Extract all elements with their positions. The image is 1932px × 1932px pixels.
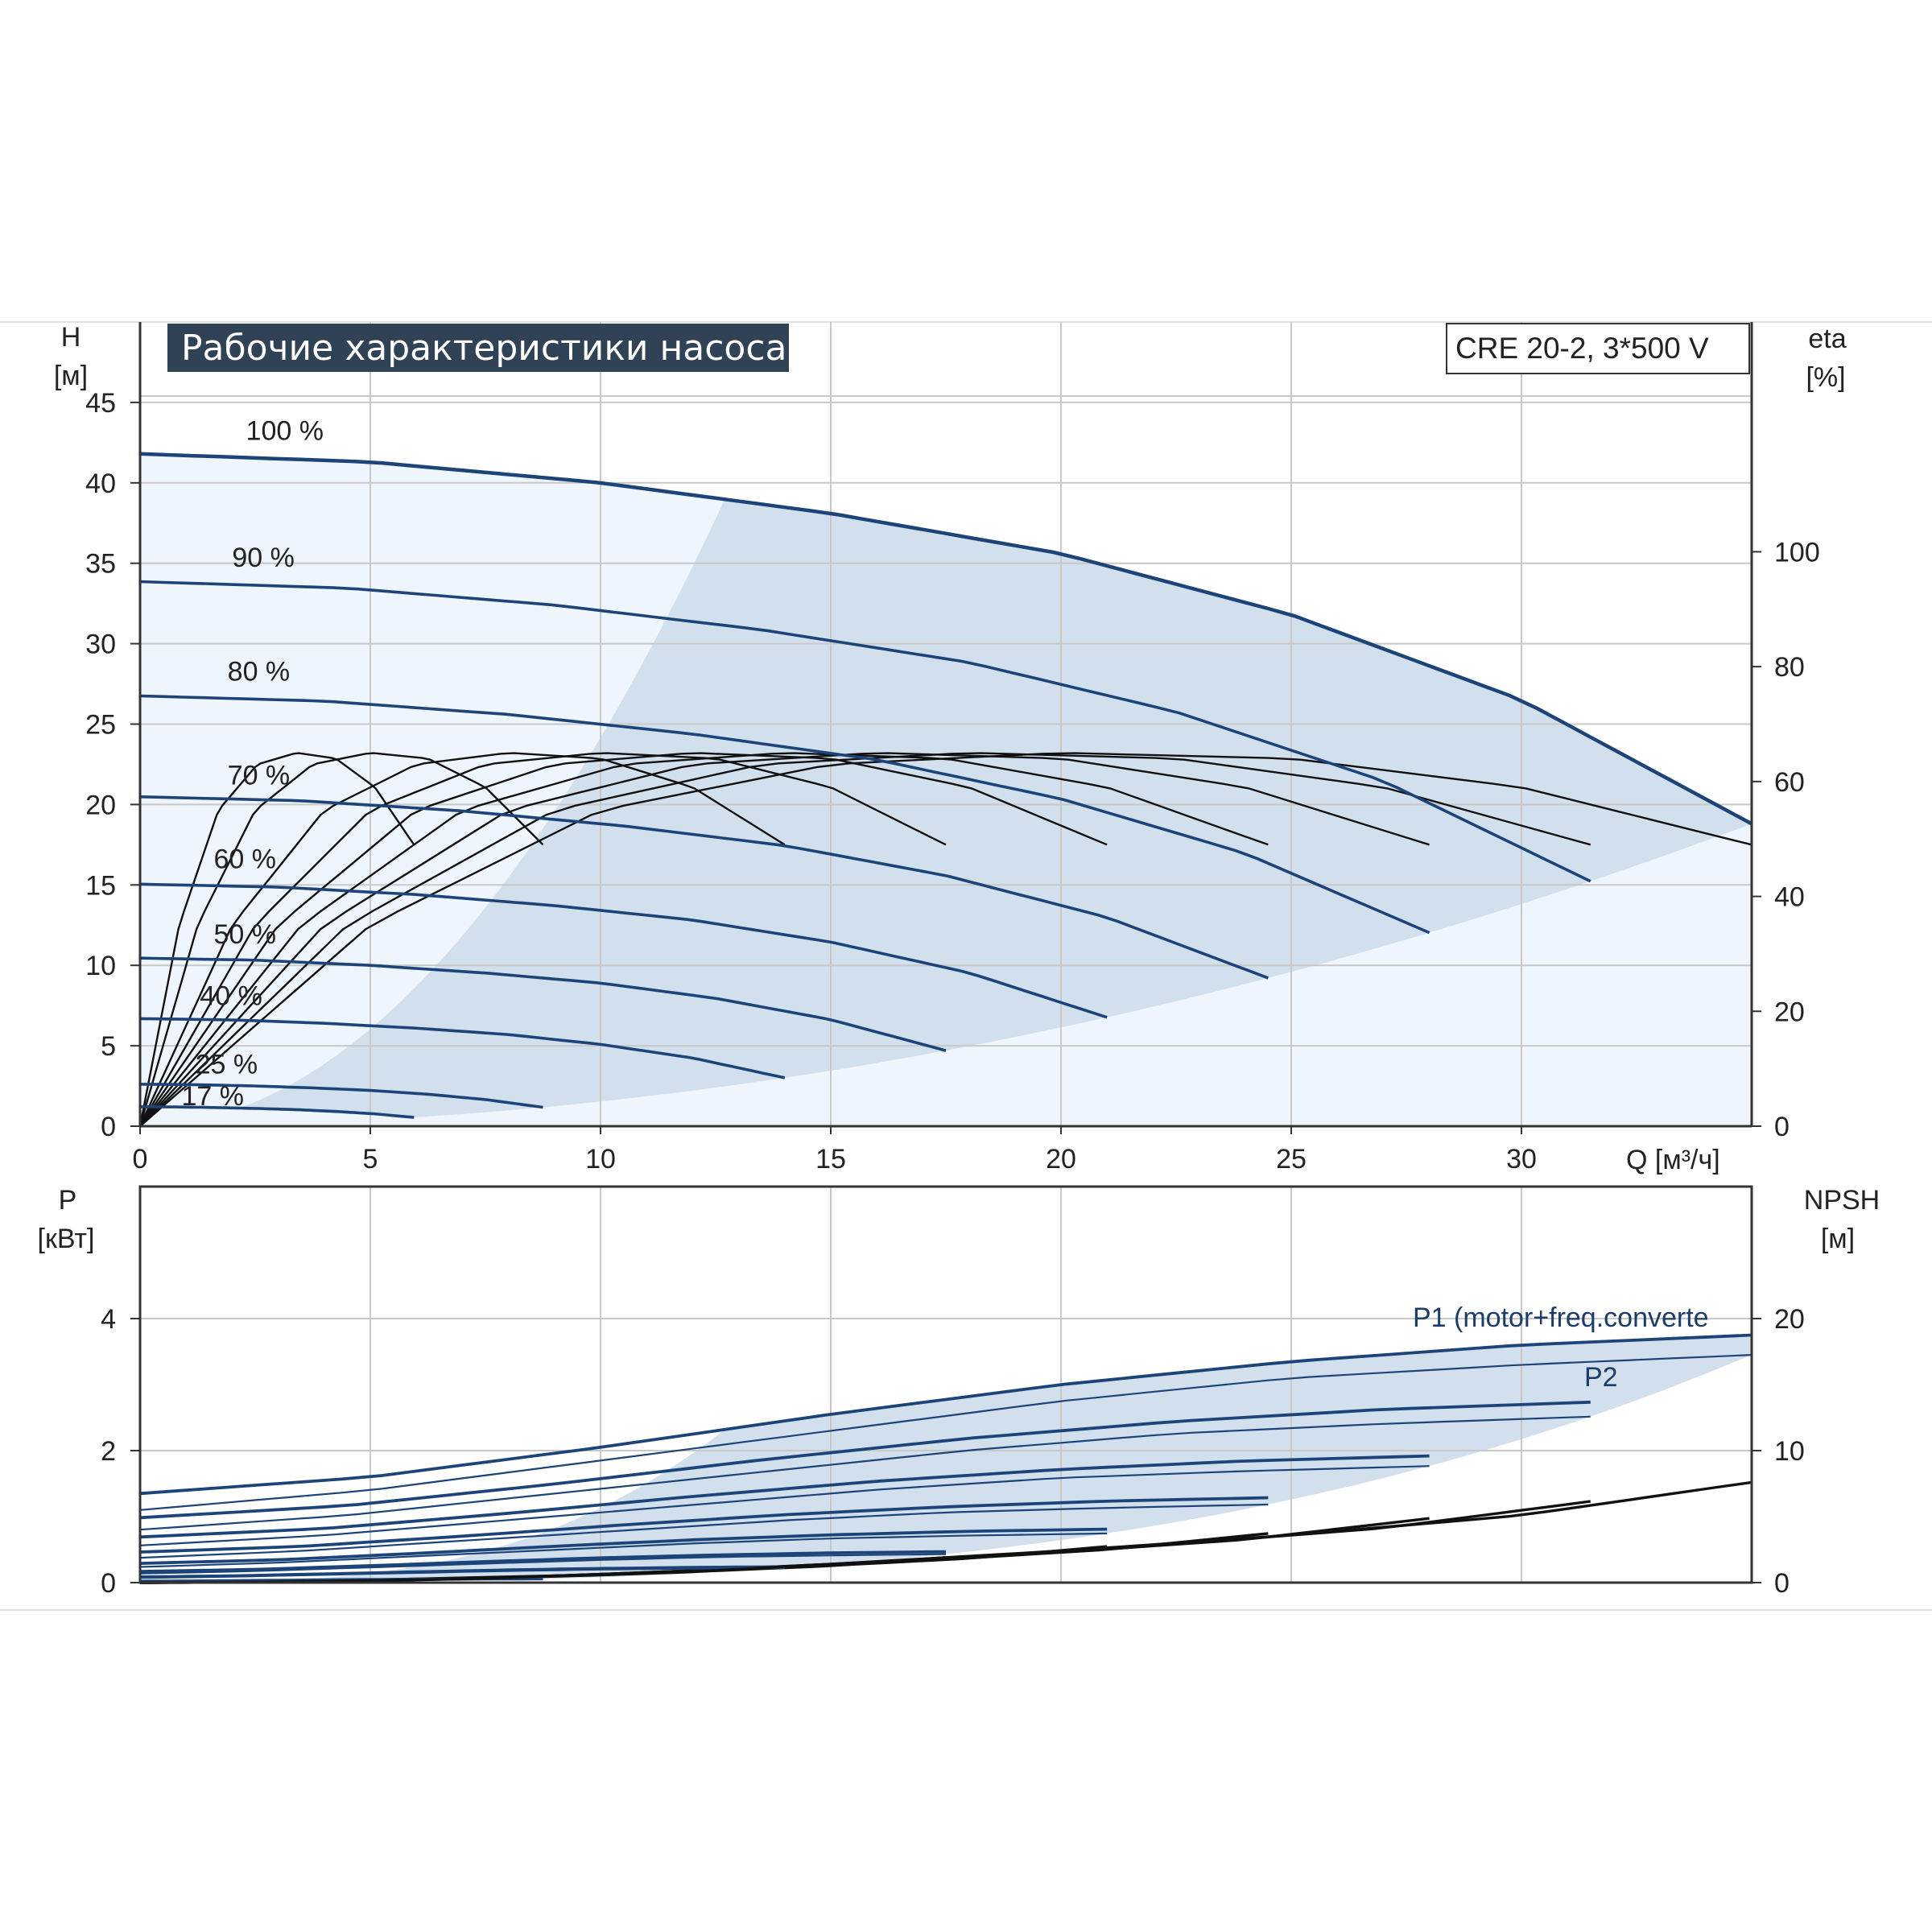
y-tick-label: 20 [85,790,116,820]
head-efficiency-plot: 100 % 90 % 80 % 70 % 60 % 50 % 40 % 25 %17 % 0 5 1… [85,322,1820,1174]
legend-p1: P1 (motor+freq.converte [1413,1302,1709,1333]
y-axis-label-power: P [59,1185,77,1216]
y2-axis-label-npsh: NPSH [1804,1185,1880,1216]
speed-level-label: 60 % [214,844,277,874]
p2-curve [139,1354,1752,1511]
y2-tick-label: 80 [1774,652,1805,683]
y2-axis-unit-eta: [%] [1806,362,1845,393]
y2-axis-label-eta: eta [1808,324,1846,354]
chart-title: Рабочие характеристики насоса [181,328,786,369]
y-tick-label: 35 [85,549,116,580]
speed-level-label: 25 % [196,1049,258,1080]
head-curve [139,580,1591,883]
y-tick-label: 45 [85,388,116,419]
speed-level-label: 70 % [228,760,291,791]
title-banner-bg [167,324,789,372]
y-tick-label: 15 [85,870,116,901]
power-plot-frame [138,1185,1753,1584]
speed-level-label: 100 % [246,415,324,446]
head-curve [139,694,1430,935]
p2-curve [139,1553,947,1575]
speed-level-label: 90 % [232,543,295,573]
speed-level-label: 80 % [228,657,291,687]
head-curve [139,882,1108,1019]
p2-curve [139,1532,1108,1568]
efficiency-curve [138,752,415,1127]
title-banner: Рабочие характеристики насоса [167,324,789,372]
head-curve [139,1083,543,1109]
x-tick-label: 0 [133,1144,148,1174]
efficiency-curve [138,752,786,1127]
efficiency-curve [138,752,544,1127]
npsh-tick-label: 10 [1774,1436,1805,1467]
legend-p2: P2 [1584,1362,1618,1393]
power-range-fill [239,1335,1752,1583]
y-axis-label-head: H [61,322,81,353]
efficiency-curve [138,752,947,1127]
model-label: CRE 20-2, 3*500 V [1455,332,1709,365]
x-tick-label: 10 [585,1144,616,1174]
speed-level-label: 50 % [214,919,277,950]
y-tick-label: 10 [85,951,116,981]
y2-tick-label: 40 [1774,882,1805,913]
x-tick-label: 25 [1276,1144,1307,1174]
p1-curve [139,1496,1269,1554]
p1-curve [139,1550,947,1574]
p2-curve [139,1465,1430,1546]
y2-tick-label: 20 [1774,997,1805,1027]
operating-range-fill [239,499,1752,1118]
p2-curve [139,1503,1269,1559]
p1-curve [139,1400,1591,1520]
p2-curve [139,1415,1591,1531]
y2-axis-unit-npsh: [м] [1821,1224,1855,1254]
power-tick-label: 2 [101,1436,116,1467]
npsh-tick-label: 20 [1774,1304,1805,1335]
x-axis-label: Q [м³/ч] [1626,1145,1720,1175]
p1-curve [139,1454,1430,1539]
y-tick-label: 5 [101,1031,116,1062]
y2-tick-label: 0 [1774,1112,1790,1142]
npsh-tick-label: 0 [1774,1568,1790,1599]
x-tick-label: 5 [363,1144,378,1174]
speed-level-label: 40 % [200,980,262,1011]
p2-curve [139,1567,785,1579]
y2-tick-label: 60 [1774,767,1805,798]
model-box: CRE 20-2, 3*500 V [1446,323,1750,374]
head-curve [139,452,1753,826]
power-tick-label: 4 [101,1304,116,1335]
y-tick-label: 0 [101,1112,116,1142]
y2-tick-label: 100 [1774,537,1820,568]
y-tick-label: 30 [85,630,116,660]
power-tick-label: 0 [101,1568,116,1599]
head-curve [139,1017,786,1080]
y-axis-unit-head: [м] [54,361,88,391]
efficiency-curve [139,752,1430,1127]
x-tick-label: 15 [815,1144,846,1174]
x-tick-label: 30 [1506,1144,1537,1174]
y-axis-unit-power: [кВт] [38,1224,95,1254]
model-box-border [1446,323,1750,374]
head-curve [140,1105,415,1119]
y-tick-label: 40 [85,469,116,499]
p1-curve [139,1527,1108,1565]
p1-curve [139,1333,1752,1496]
efficiency-curve [139,752,1108,1127]
y-tick-label: 25 [85,710,116,741]
x-tick-label: 20 [1046,1144,1076,1174]
speed-level-label: 17 % [181,1081,243,1112]
power-npsh-plot: 0 2 4 0 10 20 [101,1185,1805,1599]
head-curve [139,956,947,1052]
head-curve [139,795,1269,980]
